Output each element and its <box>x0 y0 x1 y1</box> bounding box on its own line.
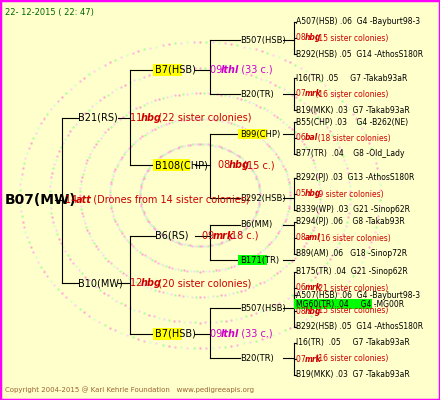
Text: 07: 07 <box>296 90 308 98</box>
Text: I16(TR)  .05     G7 -Takab93aR: I16(TR) .05 G7 -Takab93aR <box>296 338 410 348</box>
Text: 11: 11 <box>130 113 145 123</box>
Bar <box>153 328 183 340</box>
Text: hbg: hbg <box>304 306 321 316</box>
Text: hbg: hbg <box>229 160 250 170</box>
Text: I16(TR) .05     G7 -Takab93aR: I16(TR) .05 G7 -Takab93aR <box>296 74 407 82</box>
Text: B7(HSB): B7(HSB) <box>155 65 196 75</box>
Text: B20(TR): B20(TR) <box>240 90 274 98</box>
Text: (20 sister colonies): (20 sister colonies) <box>152 278 251 288</box>
Text: (Drones from 14 sister colonies): (Drones from 14 sister colonies) <box>87 195 249 205</box>
Text: 08: 08 <box>218 160 233 170</box>
Text: B20(TR): B20(TR) <box>240 354 274 362</box>
Text: MG60(TR) .04     G4 -MG00R: MG60(TR) .04 G4 -MG00R <box>296 300 404 308</box>
Text: B99(CHP): B99(CHP) <box>240 130 280 138</box>
Text: 07: 07 <box>296 354 308 364</box>
Text: hbg: hbg <box>141 113 162 123</box>
Text: hbg: hbg <box>304 190 321 198</box>
Text: A507(HSB) .06  G4 -Bayburt98-3: A507(HSB) .06 G4 -Bayburt98-3 <box>296 18 420 26</box>
Bar <box>238 129 267 139</box>
Text: (18 sister colonies): (18 sister colonies) <box>313 134 391 142</box>
Text: A507(HSB) .06  G4 -Bayburt98-3: A507(HSB) .06 G4 -Bayburt98-3 <box>296 290 420 300</box>
Text: lthl: lthl <box>221 329 239 339</box>
Text: 12: 12 <box>130 278 146 288</box>
Text: mrk: mrk <box>213 231 234 241</box>
Text: B77(TR)  .04    G8 -Old_Lady: B77(TR) .04 G8 -Old_Lady <box>296 150 404 158</box>
Text: B55(CHP) .03    G4 -B262(NE): B55(CHP) .03 G4 -B262(NE) <box>296 118 408 126</box>
Text: (16 sister colonies): (16 sister colonies) <box>313 234 391 242</box>
Text: B89(AM) .06   G18 -Sinop72R: B89(AM) .06 G18 -Sinop72R <box>296 250 407 258</box>
Text: mrk: mrk <box>304 90 322 98</box>
Text: B175(TR) .04  G21 -Sinop62R: B175(TR) .04 G21 -Sinop62R <box>296 268 408 276</box>
Text: B171(TR): B171(TR) <box>240 256 279 264</box>
Text: (18 c.): (18 c.) <box>224 231 258 241</box>
Text: mrk: mrk <box>304 284 322 292</box>
Text: 08: 08 <box>296 234 308 242</box>
Text: B6(RS): B6(RS) <box>155 231 188 241</box>
Text: 09: 09 <box>202 231 217 241</box>
Text: B292(HSB) .05  G14 -AthosS180R: B292(HSB) .05 G14 -AthosS180R <box>296 322 423 332</box>
Bar <box>153 64 183 76</box>
Text: 22- 12-2015 ( 22: 47): 22- 12-2015 ( 22: 47) <box>5 8 94 17</box>
Text: 09: 09 <box>210 329 225 339</box>
Text: (22 sister colonies): (22 sister colonies) <box>152 113 251 123</box>
Text: (16 sister colonies): (16 sister colonies) <box>313 90 389 98</box>
Text: B294(PJ) .06    G8 -Takab93R: B294(PJ) .06 G8 -Takab93R <box>296 218 405 226</box>
Text: (16 sister colonies): (16 sister colonies) <box>313 354 389 364</box>
Text: B292(HSB) .05  G14 -AthosS180R: B292(HSB) .05 G14 -AthosS180R <box>296 50 423 58</box>
Text: (33 c.): (33 c.) <box>235 329 273 339</box>
Text: (15 c.): (15 c.) <box>240 160 275 170</box>
Text: B292(HSB): B292(HSB) <box>240 194 286 202</box>
Text: (33 c.): (33 c.) <box>235 65 273 75</box>
Text: (9 sister colonies): (9 sister colonies) <box>313 190 384 198</box>
Bar <box>294 299 372 309</box>
Text: B19(MKK) .03  G7 -Takab93aR: B19(MKK) .03 G7 -Takab93aR <box>296 106 410 114</box>
Text: B21(RS): B21(RS) <box>78 113 118 123</box>
Text: B19(MKK) .03  G7 -Takab93aR: B19(MKK) .03 G7 -Takab93aR <box>296 370 410 380</box>
Text: B7(HSB): B7(HSB) <box>155 329 196 339</box>
Text: B108(CHP): B108(CHP) <box>155 160 208 170</box>
Text: (15 sister colonies): (15 sister colonies) <box>313 306 389 316</box>
Text: 06: 06 <box>296 134 308 142</box>
Text: B507(HSB): B507(HSB) <box>240 304 286 312</box>
Text: (15 sister colonies): (15 sister colonies) <box>313 34 389 42</box>
Text: mrk: mrk <box>304 354 322 364</box>
Text: Copyright 2004-2015 @ Karl Kehrle Foundation   www.pedigreeapis.org: Copyright 2004-2015 @ Karl Kehrle Founda… <box>5 386 254 393</box>
Bar <box>153 159 190 171</box>
Text: B507(HSB): B507(HSB) <box>240 36 286 44</box>
Text: B10(MW): B10(MW) <box>78 278 123 288</box>
Bar <box>238 255 267 265</box>
Text: 08: 08 <box>296 306 308 316</box>
Text: 08: 08 <box>296 34 308 42</box>
Text: 09: 09 <box>210 65 225 75</box>
Text: bal: bal <box>304 134 318 142</box>
Text: B6(MM): B6(MM) <box>240 220 272 230</box>
Text: hbg: hbg <box>304 34 321 42</box>
Text: hbg: hbg <box>141 278 162 288</box>
Text: aml: aml <box>304 234 320 242</box>
Text: 14: 14 <box>65 195 81 205</box>
Text: (21 sister colonies): (21 sister colonies) <box>313 284 389 292</box>
Text: lthl: lthl <box>221 65 239 75</box>
Text: B292(PJ) .03  G13 -AthosS180R: B292(PJ) .03 G13 -AthosS180R <box>296 174 414 182</box>
Text: B07(MW): B07(MW) <box>5 193 77 207</box>
Text: 06: 06 <box>296 284 308 292</box>
Text: B339(WP) .03  G21 -Sinop62R: B339(WP) .03 G21 -Sinop62R <box>296 206 410 214</box>
Text: 05: 05 <box>296 190 308 198</box>
Text: att: att <box>76 195 92 205</box>
